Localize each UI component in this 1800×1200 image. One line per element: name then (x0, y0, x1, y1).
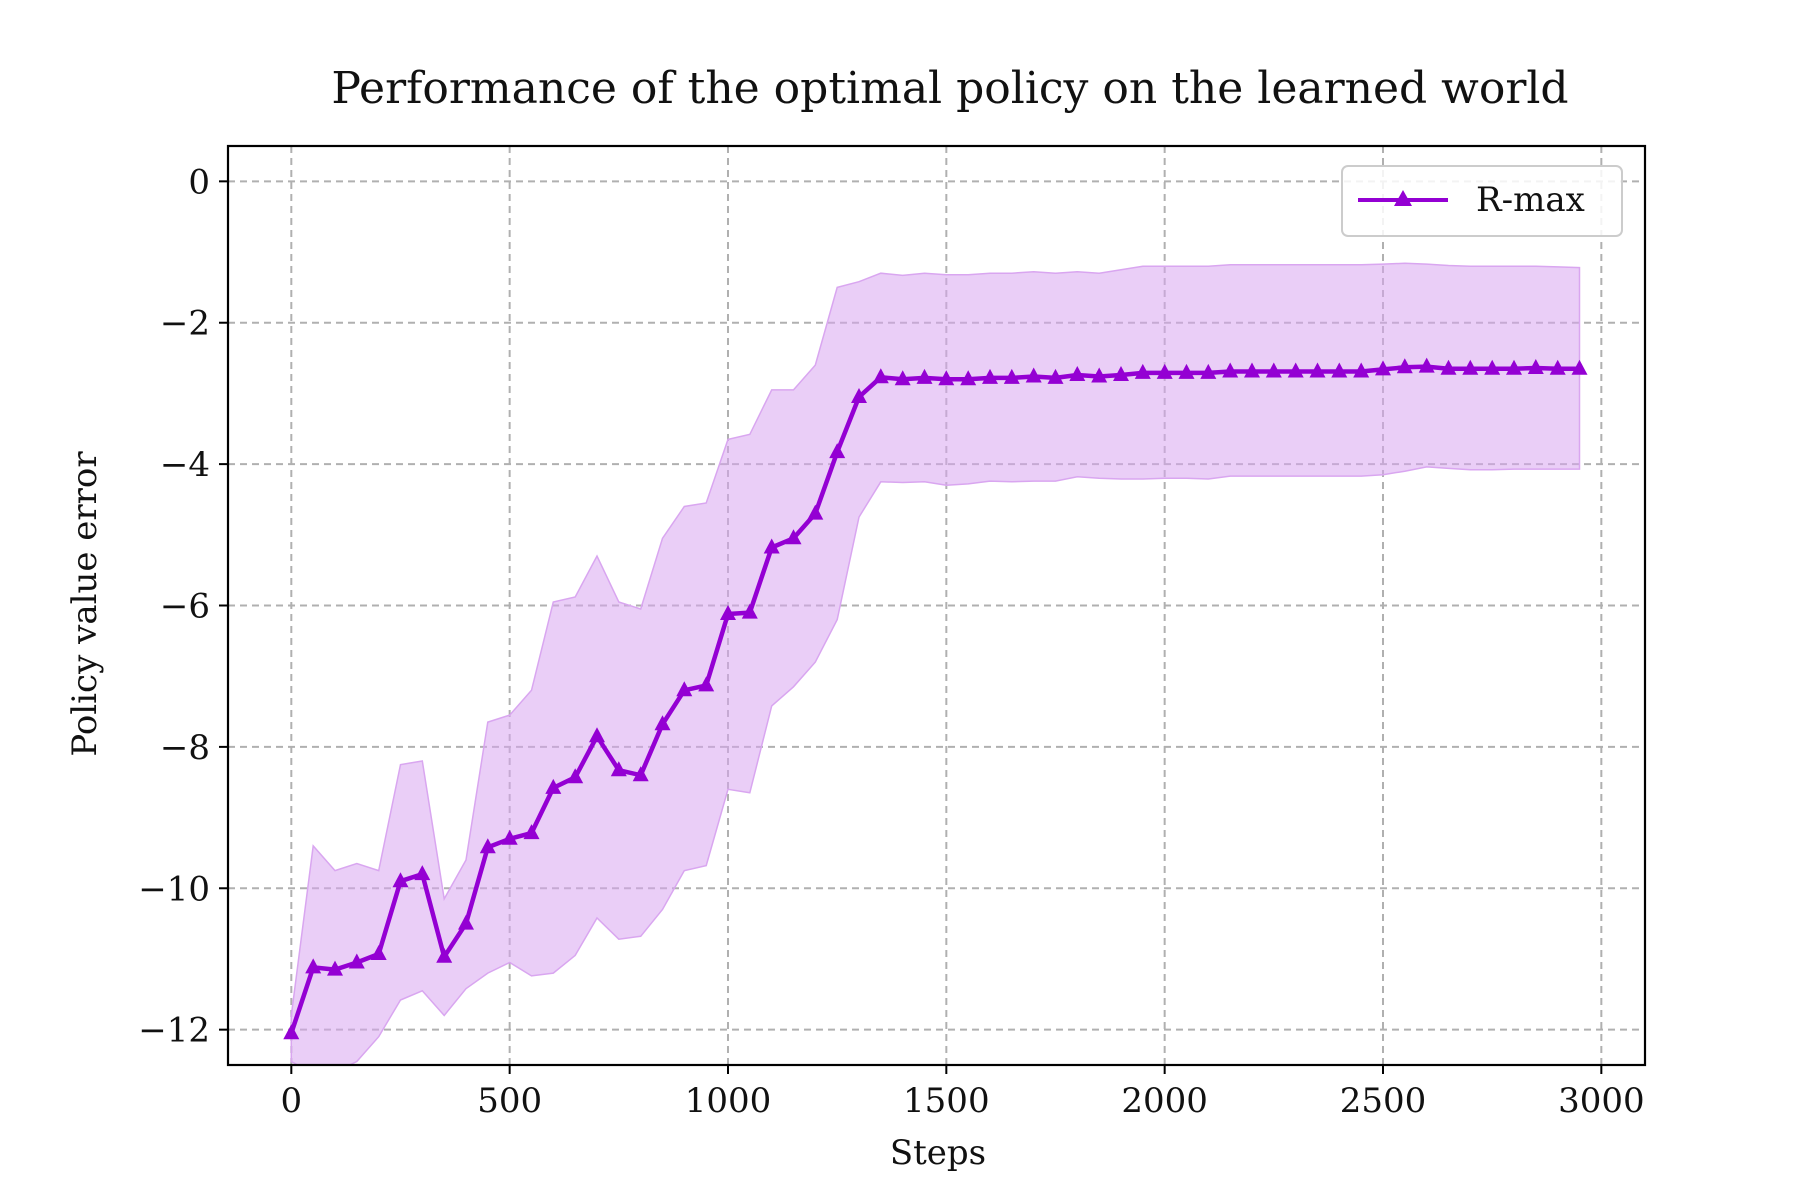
x-tick-label: 1500 (903, 1081, 990, 1121)
data-point-marker (1178, 363, 1195, 379)
x-tick-label: 1000 (685, 1081, 772, 1121)
data-point-marker (894, 370, 911, 386)
data-point-marker (1353, 362, 1370, 378)
data-point-marker (916, 368, 933, 384)
data-point-marker (960, 370, 977, 386)
data-point-marker (1134, 363, 1151, 379)
legend-box (1341, 165, 1623, 237)
data-point-marker (1069, 366, 1086, 381)
data-point-marker (1396, 358, 1413, 374)
x-axis-ticks: 0 500 1000 1500 2000 2500 3000 (280, 1065, 1645, 1121)
data-point-marker (1244, 362, 1260, 378)
data-point-marker (807, 504, 824, 520)
x-tick-label: 0 (280, 1081, 302, 1121)
data-point-marker (1287, 362, 1304, 378)
data-point-marker (589, 727, 605, 743)
data-point-marker (1571, 359, 1588, 375)
data-point-marker (523, 824, 540, 840)
data-point-marker (698, 676, 715, 692)
data-point-marker (1309, 362, 1326, 378)
data-point-marker (1527, 359, 1544, 374)
y-tick-label: −4 (160, 445, 210, 485)
data-point-marker (327, 960, 343, 976)
y-tick-label: −10 (138, 869, 210, 909)
data-point-marker (414, 865, 431, 881)
series-group (283, 357, 1588, 1040)
data-point-marker (676, 681, 693, 697)
data-point-marker (1549, 359, 1566, 375)
legend: R-max (1341, 165, 1623, 237)
data-point-marker (654, 715, 671, 731)
data-point-marker (1440, 359, 1457, 375)
data-point-marker (829, 443, 846, 459)
y-tick-label: 0 (188, 162, 210, 202)
data-point-marker (763, 538, 780, 554)
data-point-marker (545, 778, 562, 794)
legend-triangle-marker (1394, 190, 1412, 206)
y-axis-ticks: 0 −2 −4 −6 −8 −10 −12 (138, 162, 228, 1051)
data-point-marker (567, 768, 584, 784)
data-point-marker (1418, 357, 1435, 373)
data-point-marker (1091, 367, 1108, 383)
data-point-marker (1265, 362, 1282, 378)
data-point-marker (1025, 367, 1042, 383)
data-point-marker (720, 605, 736, 620)
data-point-marker (436, 947, 453, 963)
data-point-marker (479, 838, 496, 854)
x-axis-label: Steps (890, 1133, 986, 1173)
confidence-band-group (290, 262, 1581, 1065)
chart-title: Performance of the optimal policy on the… (331, 63, 1568, 114)
data-point-marker (1462, 359, 1479, 375)
x-tick-label: 2000 (1121, 1081, 1208, 1121)
data-point-marker (348, 953, 365, 969)
x-tick-label: 500 (477, 1081, 542, 1121)
data-point-marker (501, 829, 518, 845)
data-point-marker (305, 958, 322, 974)
data-point-marker (785, 529, 802, 545)
data-point-marker (1484, 359, 1501, 375)
data-point-marker (1375, 360, 1391, 376)
data-point-marker (1200, 363, 1217, 379)
data-point-marker (458, 914, 474, 930)
data-point-marker (392, 872, 409, 888)
data-point-marker (610, 761, 627, 777)
data-point-marker (851, 388, 867, 403)
y-tick-label: −6 (160, 587, 210, 627)
x-tick-label: 2500 (1340, 1081, 1427, 1121)
data-point-marker (982, 368, 998, 384)
data-point-marker (938, 370, 955, 386)
data-point-marker (283, 1024, 300, 1040)
data-point-marker (632, 766, 649, 782)
data-point-marker (370, 945, 387, 960)
y-tick-label: −12 (138, 1011, 210, 1051)
y-tick-label: −8 (160, 728, 210, 768)
confidence-band (290, 262, 1581, 1065)
data-point-marker (1331, 362, 1348, 378)
y-axis-label: Policy value error (65, 451, 105, 757)
data-point-marker (1003, 368, 1020, 384)
x-tick-label: 3000 (1558, 1081, 1645, 1121)
data-point-marker (1113, 366, 1129, 381)
data-point-marker (741, 603, 758, 619)
data-point-marker (1222, 362, 1239, 378)
data-point-marker (1047, 368, 1064, 384)
y-tick-label: −2 (160, 304, 210, 344)
data-point-marker (1506, 359, 1522, 375)
data-point-marker (1156, 363, 1173, 379)
legend-label: R-max (1476, 180, 1585, 220)
data-point-marker (872, 368, 889, 384)
